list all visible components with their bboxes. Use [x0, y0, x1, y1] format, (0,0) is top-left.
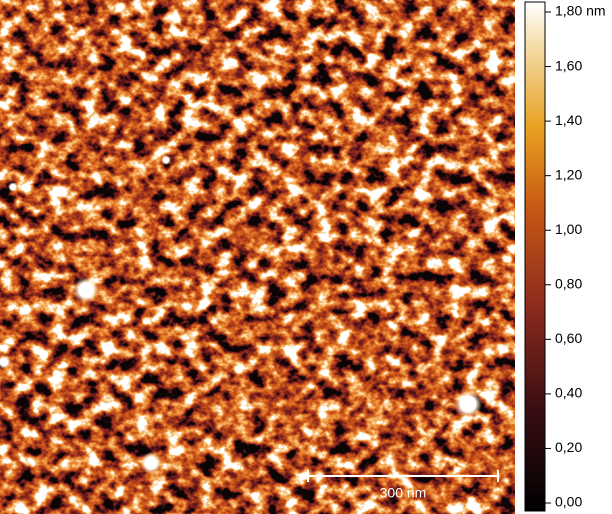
scalebar-label: 300 nm [380, 485, 427, 501]
tick-label: 0,00 [555, 494, 582, 510]
tick-label: 1,60 [555, 57, 582, 73]
tick-label: 1,40 [555, 112, 582, 128]
tick-label: 1,20 [555, 166, 582, 182]
tick-label: 0,20 [555, 439, 582, 455]
scalebar: 300 nm [307, 470, 499, 501]
tick-label: 1,00 [555, 221, 582, 237]
afm-image [0, 0, 515, 514]
tick-label: 0,80 [555, 275, 582, 291]
colorbar [524, 1, 546, 512]
tick-label: 1,80 nm [555, 3, 606, 19]
particles [0, 155, 482, 474]
colorbar-ticks: 1,80 nm 1,60 1,40 1,20 1,00 0,80 0,60 0,40 0,20 0… [545, 3, 606, 510]
tick-label: 0,60 [555, 330, 582, 346]
tick-label: 0,40 [555, 385, 582, 401]
